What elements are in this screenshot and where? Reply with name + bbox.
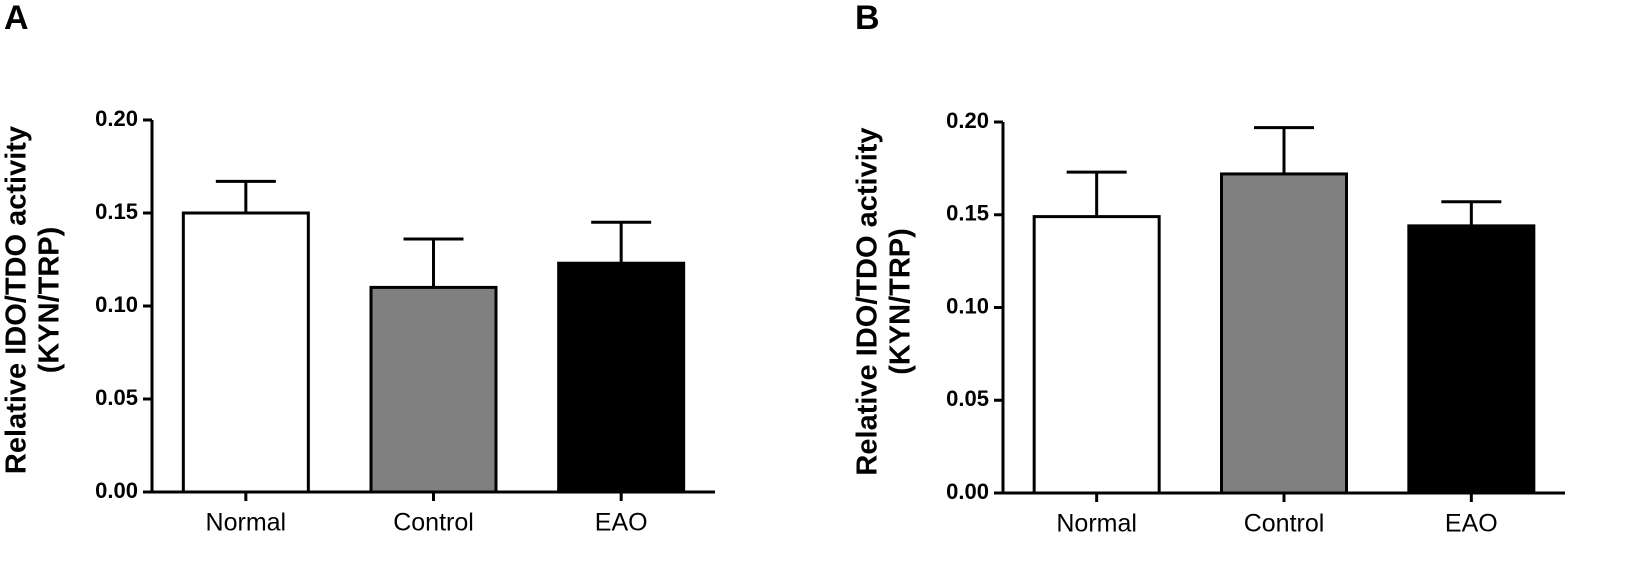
y-axis-label: (KYN/TRP) [885,228,917,375]
y-tick-label: 0.20 [95,106,138,131]
bar [181,211,310,494]
y-tick-label: 0.10 [95,292,138,317]
x-tick-label: EAO [1445,510,1498,538]
y-tick-label: 0.15 [95,199,138,224]
y-tick-label: 0.10 [946,293,989,318]
x-tick-label: Control [393,509,474,537]
x-tick-label: Normal [1056,510,1137,538]
y-tick-label: 0.00 [95,478,138,503]
y-tick-label: 0.05 [946,386,989,411]
y-axis-label: Relative IDO/TDO activity [852,127,884,475]
y-tick-label: 0.00 [946,479,989,504]
bar [369,285,498,494]
y-tick-label: 0.05 [95,385,138,410]
y-tick-label: 0.20 [946,108,989,133]
bar [557,261,686,494]
y-axis-label: (KYN/TRP) [34,227,66,374]
x-tick-label: EAO [595,509,648,537]
panel-label: A [4,0,29,37]
panel-label: B [855,0,880,37]
y-axis-label: Relative IDO/TDO activity [1,126,33,474]
bar [1220,172,1348,495]
bar [1032,215,1161,495]
x-tick-label: Control [1244,510,1325,538]
bar [1407,224,1536,495]
y-tick-label: 0.15 [946,201,989,226]
x-tick-label: Normal [206,509,287,537]
